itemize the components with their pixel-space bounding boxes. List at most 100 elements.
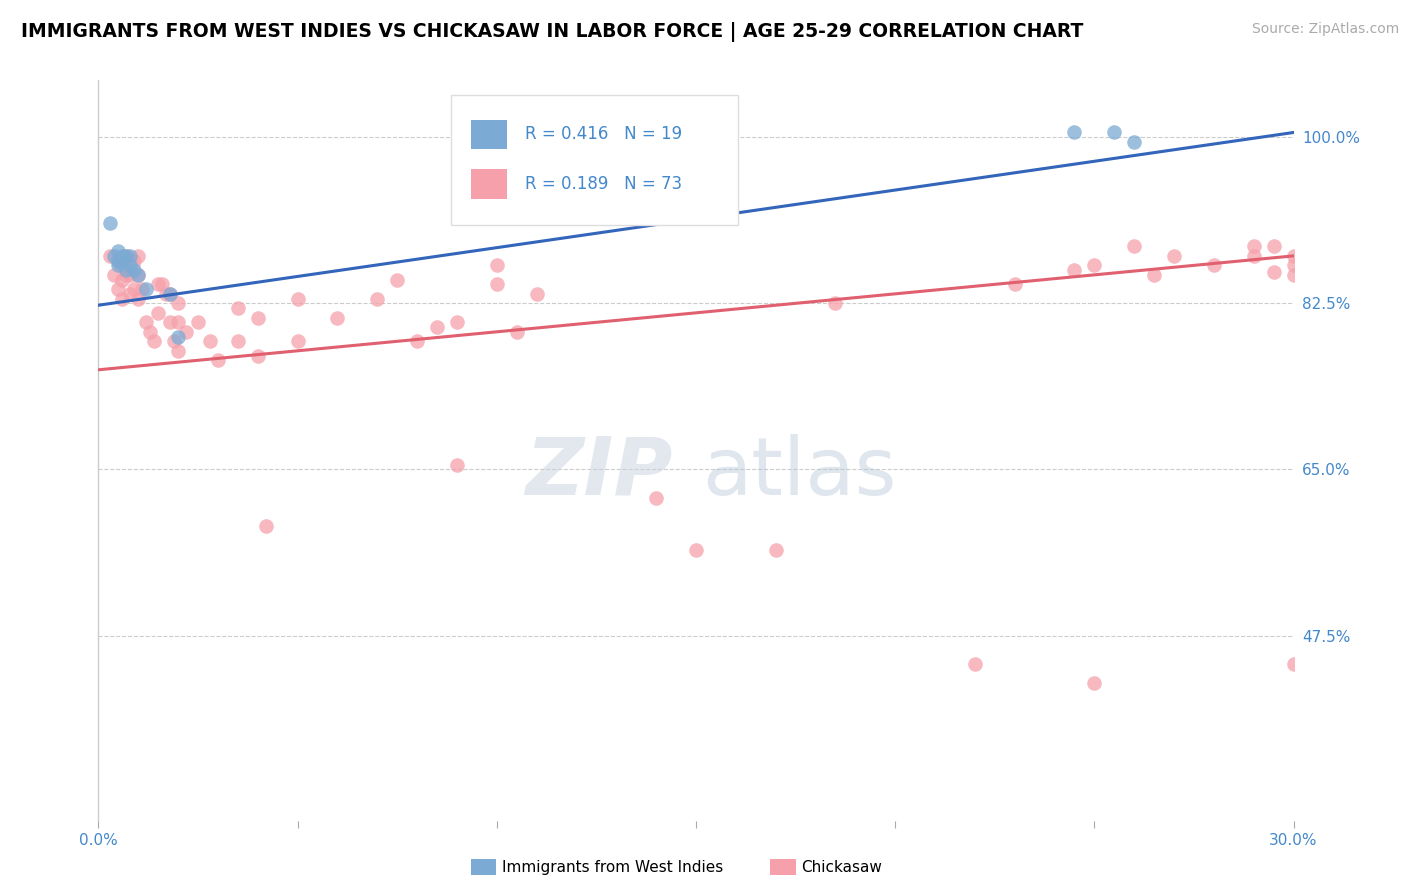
Point — [103, 249, 125, 263]
Point — [107, 282, 129, 296]
Point — [1123, 239, 1146, 253]
Point — [446, 315, 468, 329]
Point — [111, 272, 134, 286]
Point — [1063, 126, 1085, 140]
Point — [246, 310, 269, 325]
Point — [426, 320, 449, 334]
Point — [1123, 135, 1146, 149]
Point — [174, 325, 197, 339]
Point — [143, 334, 166, 349]
Point — [159, 286, 181, 301]
Point — [127, 292, 149, 306]
Point — [226, 301, 249, 315]
Point — [1263, 239, 1285, 253]
Point — [207, 353, 229, 368]
Text: ZIP: ZIP — [524, 434, 672, 512]
Point — [127, 249, 149, 263]
Point — [167, 329, 190, 343]
Point — [127, 268, 149, 282]
Text: R = 0.189   N = 73: R = 0.189 N = 73 — [524, 175, 682, 193]
Point — [326, 310, 349, 325]
Point — [1282, 268, 1305, 282]
Point — [163, 334, 186, 349]
Point — [1263, 265, 1285, 279]
Point — [485, 277, 508, 292]
Point — [159, 286, 181, 301]
Point — [645, 491, 668, 505]
Point — [139, 325, 162, 339]
Point — [115, 249, 138, 263]
Point — [124, 263, 146, 277]
Point — [98, 216, 122, 230]
Point — [107, 253, 129, 268]
Point — [1143, 268, 1166, 282]
Point — [131, 282, 153, 296]
Point — [485, 259, 508, 273]
Point — [1243, 249, 1265, 263]
Point — [115, 268, 138, 282]
Point — [120, 259, 142, 273]
Text: IMMIGRANTS FROM WEST INDIES VS CHICKASAW IN LABOR FORCE | AGE 25-29 CORRELATION : IMMIGRANTS FROM WEST INDIES VS CHICKASAW… — [21, 22, 1084, 42]
Point — [167, 315, 190, 329]
FancyBboxPatch shape — [471, 120, 508, 149]
Point — [254, 519, 277, 533]
Point — [366, 292, 388, 306]
Point — [1083, 676, 1105, 690]
Point — [287, 292, 309, 306]
Text: atlas: atlas — [702, 434, 896, 512]
Point — [1104, 126, 1126, 140]
Point — [124, 282, 146, 296]
Point — [115, 263, 138, 277]
Point — [155, 286, 177, 301]
Point — [111, 249, 134, 263]
Point — [446, 458, 468, 472]
Point — [685, 543, 707, 558]
Point — [385, 272, 409, 286]
Point — [120, 268, 142, 282]
Point — [963, 657, 986, 671]
Point — [1163, 249, 1185, 263]
Point — [824, 296, 846, 310]
Point — [287, 334, 309, 349]
Point — [115, 249, 138, 263]
Point — [148, 277, 170, 292]
Point — [107, 253, 129, 268]
Point — [107, 259, 129, 273]
Point — [150, 277, 173, 292]
Point — [187, 315, 209, 329]
Text: R = 0.416   N = 19: R = 0.416 N = 19 — [524, 126, 682, 144]
Point — [765, 543, 787, 558]
Point — [226, 334, 249, 349]
Point — [1282, 657, 1305, 671]
Point — [526, 286, 548, 301]
Point — [1243, 239, 1265, 253]
FancyBboxPatch shape — [471, 169, 508, 199]
Point — [1063, 263, 1085, 277]
Point — [111, 253, 134, 268]
Point — [135, 282, 157, 296]
Point — [98, 249, 122, 263]
Point — [135, 315, 157, 329]
Point — [1083, 259, 1105, 273]
Point — [120, 286, 142, 301]
Point — [127, 268, 149, 282]
Point — [1202, 259, 1225, 273]
Text: Source: ZipAtlas.com: Source: ZipAtlas.com — [1251, 22, 1399, 37]
Point — [246, 349, 269, 363]
Point — [103, 268, 125, 282]
Text: Immigrants from West Indies: Immigrants from West Indies — [502, 860, 723, 874]
Point — [1282, 249, 1305, 263]
Point — [120, 249, 142, 263]
Point — [506, 325, 529, 339]
Text: Chickasaw: Chickasaw — [801, 860, 883, 874]
Point — [167, 343, 190, 358]
Point — [148, 306, 170, 320]
Point — [159, 315, 181, 329]
Point — [198, 334, 221, 349]
Point — [124, 253, 146, 268]
Point — [107, 244, 129, 259]
Point — [167, 296, 190, 310]
Point — [1004, 277, 1026, 292]
Point — [111, 259, 134, 273]
Point — [111, 292, 134, 306]
